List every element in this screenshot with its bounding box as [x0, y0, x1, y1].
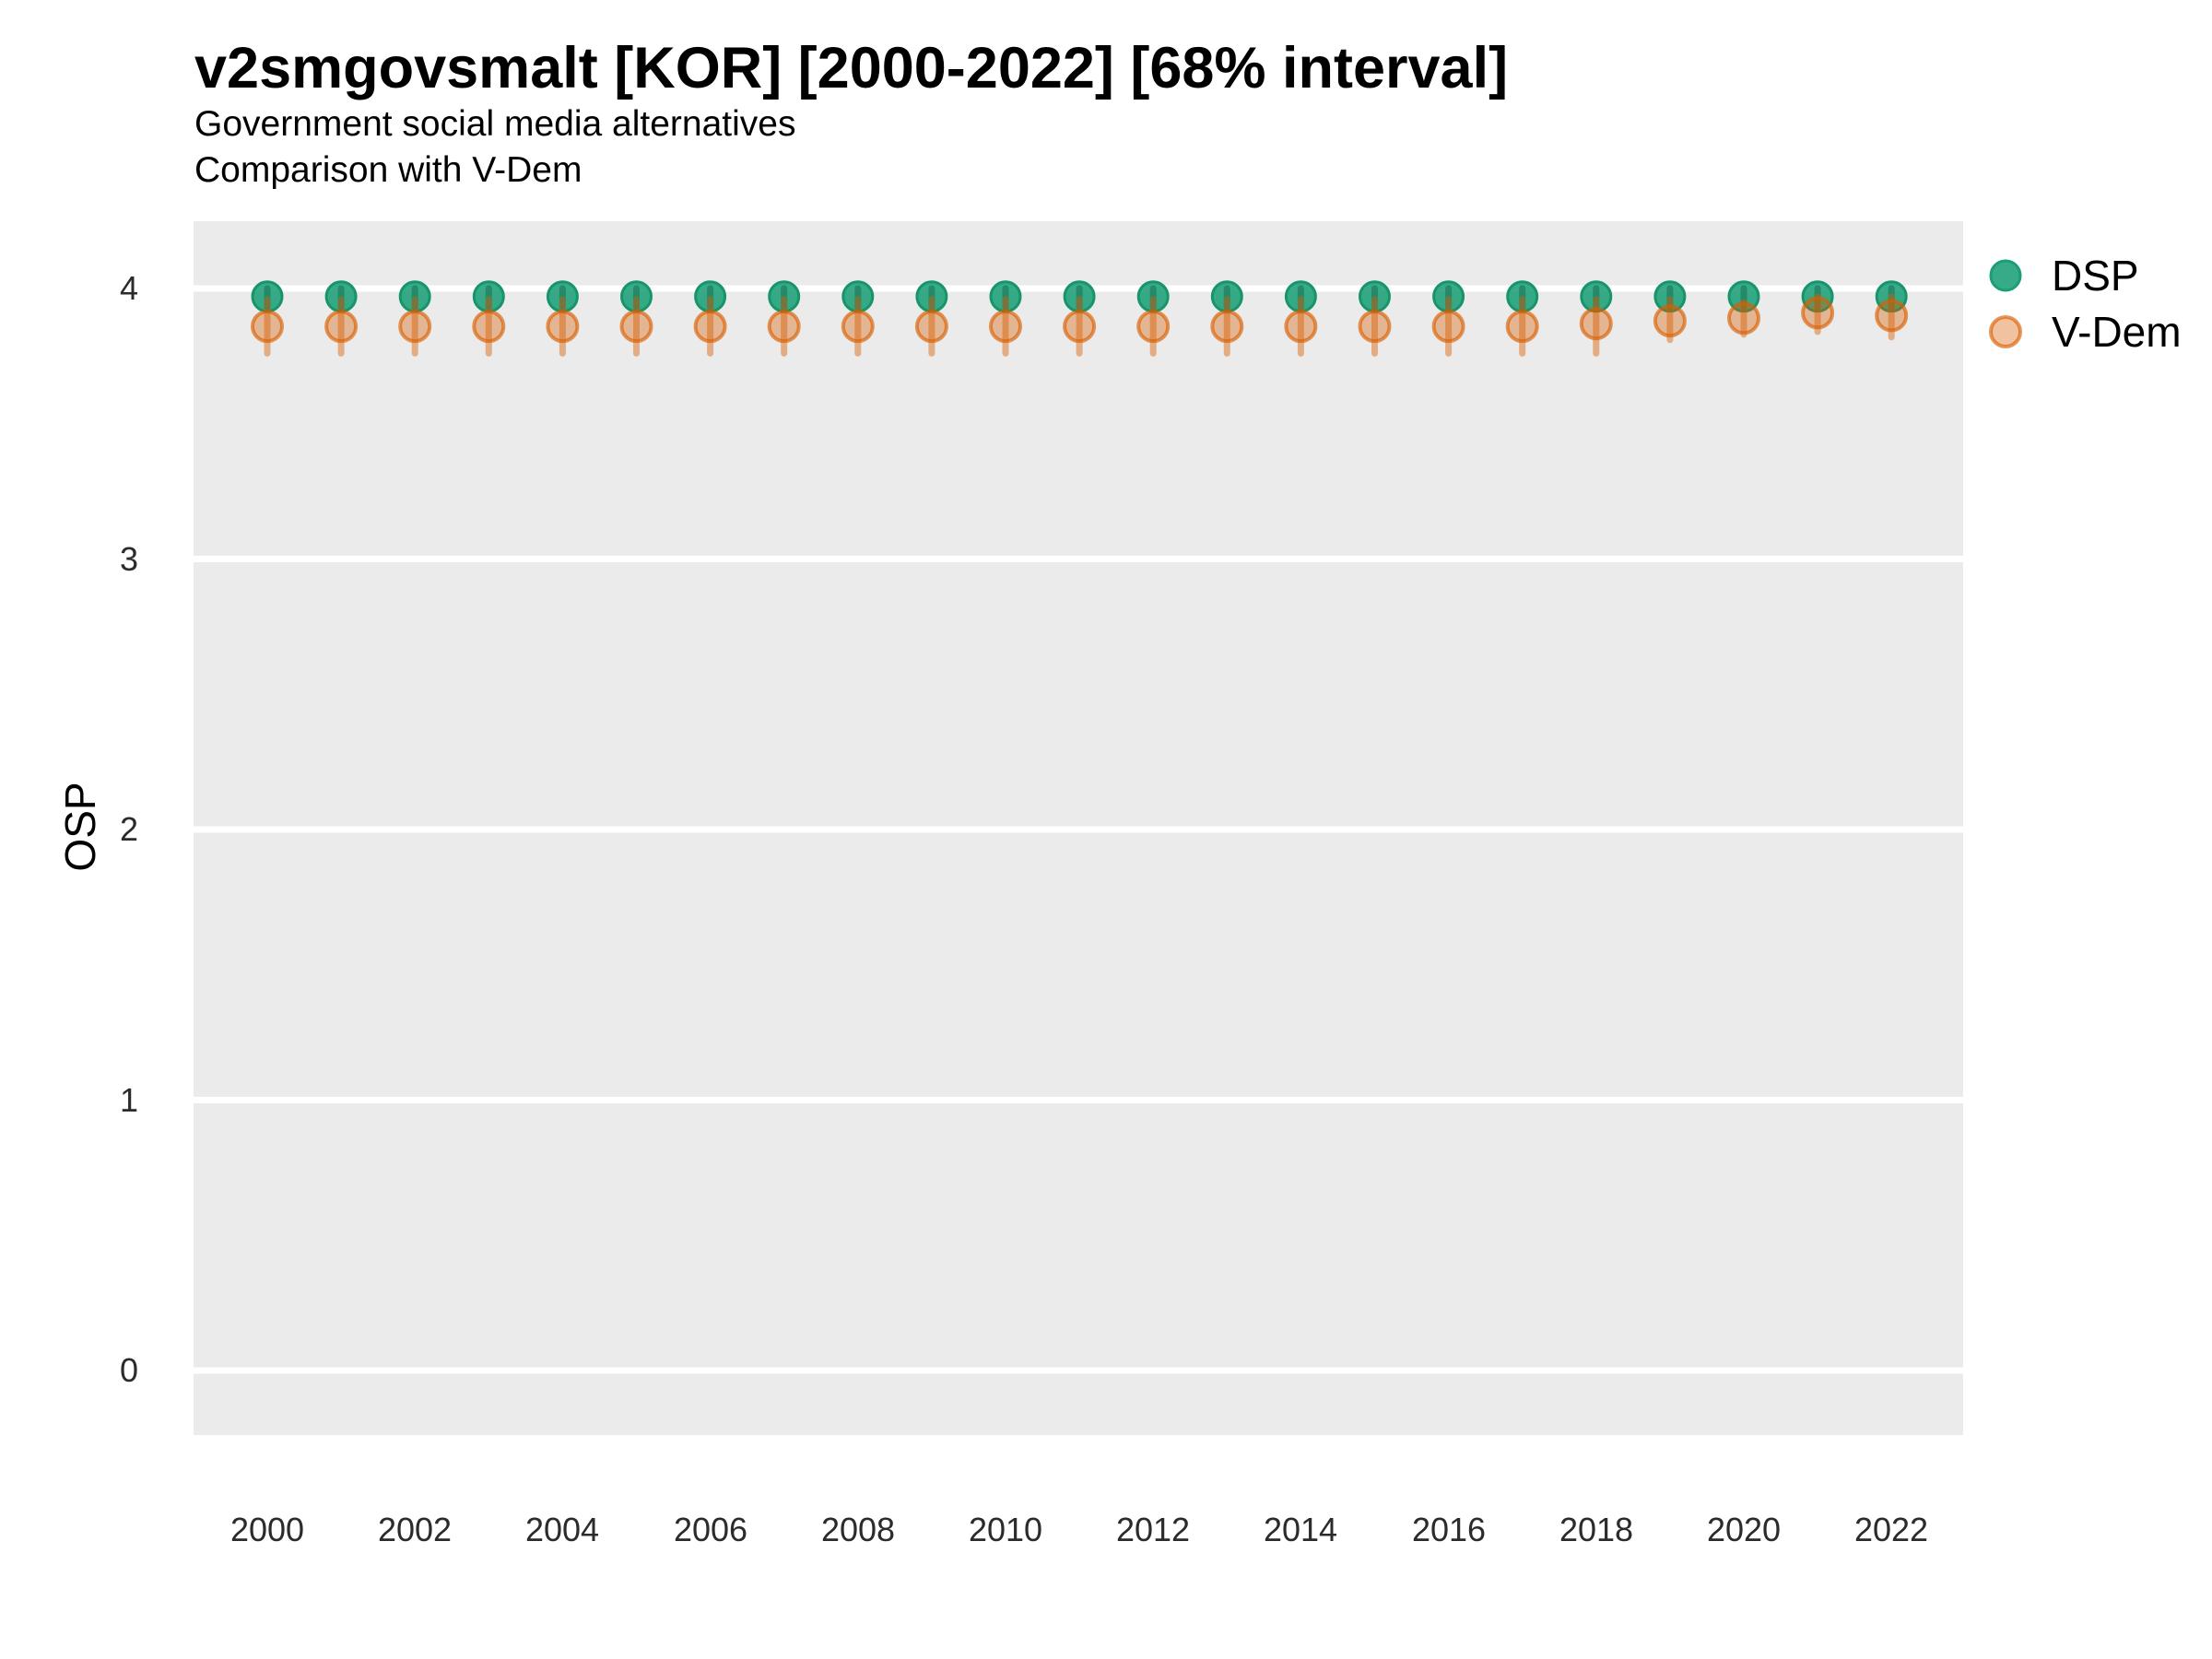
vdem-point-2008 [841, 310, 875, 344]
legend-label-dsp: DSP [2052, 252, 2139, 300]
vdem-point-2016 [1431, 310, 1465, 344]
chart-subtitle-2: Comparison with V-Dem [194, 150, 582, 190]
legend-item-dsp: DSP [1987, 252, 2182, 300]
chart-title: v2smgovsmalt [KOR] [2000-2022] [68% inte… [194, 36, 1509, 100]
y-tick-label-4: 4 [119, 269, 138, 307]
chart-subtitle: Government social media alternatives [194, 104, 796, 144]
vdem-point-2021 [1801, 296, 1835, 330]
vdem-point-2020 [1727, 301, 1760, 335]
x-tick-label-2014: 2014 [1263, 1511, 1338, 1548]
x-tick-label-2008: 2008 [820, 1511, 896, 1548]
x-tick-label-2002: 2002 [377, 1511, 453, 1548]
x-tick-label-2006: 2006 [673, 1511, 748, 1548]
y-tick-label-1: 1 [119, 1081, 138, 1119]
y-tick-label-3: 3 [119, 540, 138, 578]
vdem-point-2014 [1284, 310, 1318, 344]
x-tick-label-2012: 2012 [1115, 1511, 1191, 1548]
x-tick-label-2020: 2020 [1706, 1511, 1782, 1548]
vdem-point-2019 [1653, 304, 1687, 338]
data-marks [251, 280, 1909, 357]
vdem-point-2001 [324, 310, 359, 344]
y-tick-label-0: 0 [119, 1351, 138, 1389]
vdem-point-2018 [1579, 307, 1613, 341]
vdem-point-2017 [1505, 310, 1539, 344]
vdem-point-2010 [989, 310, 1022, 344]
vdem-point-2005 [619, 310, 653, 344]
vdem-point-2003 [472, 310, 506, 344]
vdem-point-2004 [546, 310, 580, 344]
x-tick-label-2016: 2016 [1411, 1511, 1487, 1548]
dsp-point-2018 [1580, 280, 1613, 313]
legend-dsp-dot-icon [1989, 259, 2022, 292]
legend-item-vdem: V-Dem [1987, 308, 2182, 356]
plot-panel [194, 221, 1963, 1435]
vdem-point-2015 [1358, 310, 1392, 344]
y-tick-label-2: 2 [119, 810, 138, 848]
vdem-point-2007 [767, 310, 801, 344]
x-tick-label-2022: 2022 [1853, 1511, 1929, 1548]
vdem-point-2006 [693, 310, 727, 344]
vdem-point-2000 [251, 310, 284, 344]
vdem-point-2009 [914, 310, 948, 344]
x-tick-label-2010: 2010 [968, 1511, 1043, 1548]
gridlines [194, 285, 1963, 1374]
vdem-point-2012 [1136, 310, 1171, 344]
legend-vdem-dot-icon [1989, 315, 2022, 348]
legend-label-vdem: V-Dem [2052, 308, 2182, 356]
x-tick-label-2004: 2004 [524, 1511, 600, 1548]
vdem-point-2002 [398, 310, 432, 344]
legend: DSP V-Dem [1987, 252, 2182, 370]
vdem-point-2011 [1063, 310, 1097, 344]
dsp-point-2019 [1653, 280, 1687, 313]
x-tick-label-2000: 2000 [229, 1511, 305, 1548]
vdem-point-2022 [1875, 299, 1909, 333]
x-tick-label-2018: 2018 [1559, 1511, 1634, 1548]
vdem-point-2013 [1210, 310, 1244, 344]
plot-panel-container [194, 221, 1963, 1435]
